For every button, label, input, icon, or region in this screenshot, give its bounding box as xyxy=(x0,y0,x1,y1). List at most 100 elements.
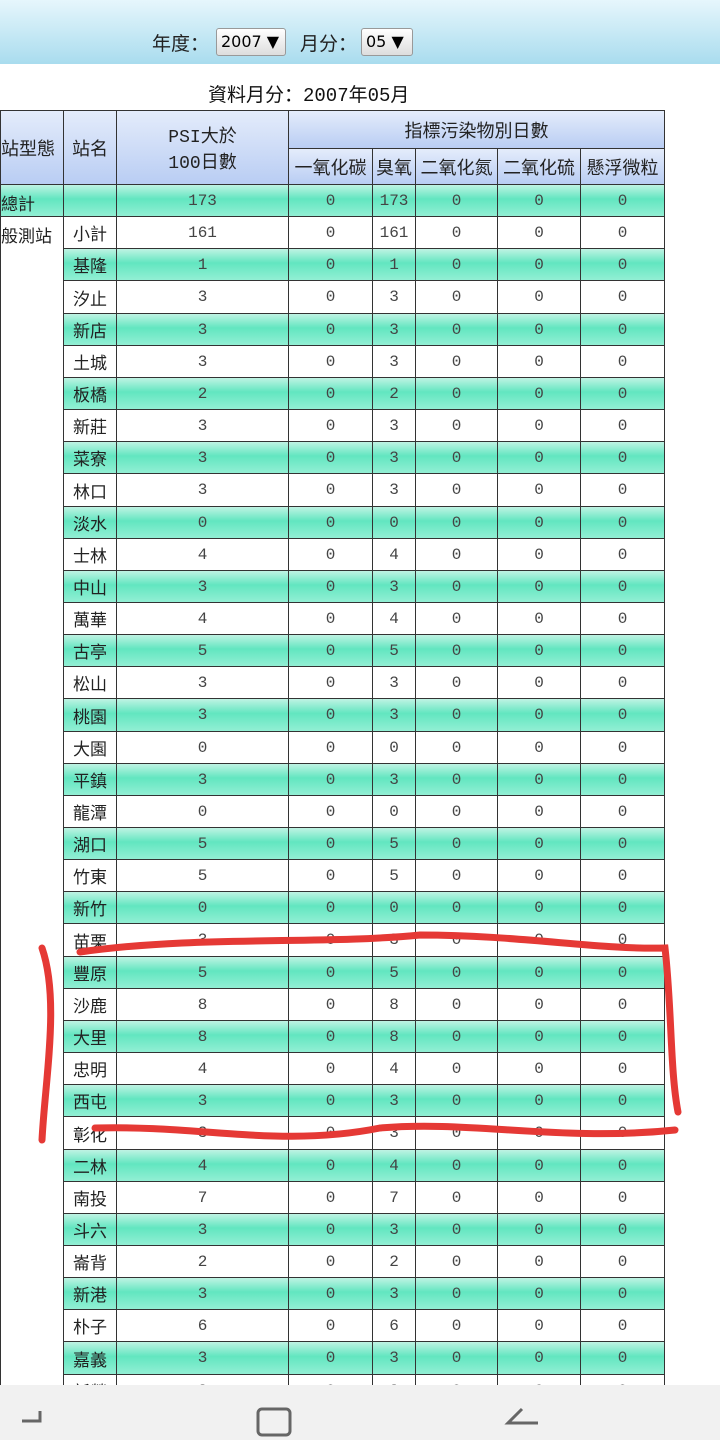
psi-days: 3 xyxy=(116,570,289,603)
pollutant-days: 0 xyxy=(497,216,581,249)
psi-days: 3 xyxy=(116,1277,289,1310)
year-label: 年度： xyxy=(152,33,210,55)
pollutant-days: 0 xyxy=(288,345,373,378)
pollutant-days: 3 xyxy=(372,409,416,442)
pollutant-days: 0 xyxy=(288,1245,373,1278)
psi-days: 2 xyxy=(116,377,289,410)
column-header: 一氧化碳 xyxy=(288,148,373,185)
pollutant-days: 0 xyxy=(288,506,373,539)
pollutant-days: 0 xyxy=(415,634,498,667)
pollutant-days: 0 xyxy=(415,698,498,732)
pollutant-days: 161 xyxy=(372,216,416,249)
pollutant-days: 0 xyxy=(372,506,416,539)
pollutant-days: 0 xyxy=(580,473,665,507)
year-select[interactable]: 2007 ▼ xyxy=(216,28,286,56)
pollutant-days: 0 xyxy=(415,1341,498,1375)
column-header: 二氧化硫 xyxy=(497,148,581,185)
month-select[interactable]: 05 ▼ xyxy=(361,28,413,56)
station-name: 豐原 xyxy=(63,956,117,989)
pollutant-days: 0 xyxy=(580,1309,665,1342)
station-name: 新竹 xyxy=(63,891,117,924)
station-name: 朴子 xyxy=(63,1309,117,1342)
pollutant-days: 0 xyxy=(580,538,665,571)
pollutant-days: 0 xyxy=(580,280,665,314)
pollutant-days: 0 xyxy=(580,827,665,860)
caption: 資料月分：2007年05月 xyxy=(208,85,410,107)
psi-days: 3 xyxy=(116,698,289,732)
pollutant-days: 0 xyxy=(415,345,498,378)
pollutant-days: 0 xyxy=(497,538,581,571)
pollutant-days: 0 xyxy=(415,602,498,635)
pollutant-days: 0 xyxy=(288,827,373,860)
pollutant-days: 0 xyxy=(580,666,665,699)
pollutant-days: 0 xyxy=(497,1052,581,1085)
nav-icons xyxy=(22,1407,538,1437)
pollutant-days: 0 xyxy=(288,1181,373,1214)
pollutant-days: 0 xyxy=(580,795,665,828)
psi-days: 3 xyxy=(116,345,289,378)
pollutant-days: 0 xyxy=(415,859,498,892)
pollutant-days: 0 xyxy=(288,698,373,732)
pollutant-days: 0 xyxy=(415,1181,498,1214)
station-name: 湖口 xyxy=(63,827,117,860)
pollutant-days: 0 xyxy=(580,441,665,474)
station-name: 嘉義 xyxy=(63,1341,117,1375)
station-name: 崙背 xyxy=(63,1245,117,1278)
pollutant-days: 0 xyxy=(580,956,665,989)
pollutant-days: 0 xyxy=(580,1020,665,1053)
psi-days: 7 xyxy=(116,1181,289,1214)
pollutant-days: 0 xyxy=(415,1020,498,1053)
psi-days: 5 xyxy=(116,634,289,667)
pollutant-days: 0 xyxy=(288,763,373,796)
column-header-line: PSI大於 xyxy=(168,127,237,148)
home-button[interactable] xyxy=(256,1407,292,1437)
recent-button[interactable] xyxy=(22,1411,42,1423)
station-name: 菜寮 xyxy=(63,441,117,474)
pollutant-days: 0 xyxy=(580,859,665,892)
pollutant-days: 0 xyxy=(497,1309,581,1342)
psi-days: 3 xyxy=(116,473,289,507)
pollutant-days: 0 xyxy=(288,731,373,764)
pollutant-days: 0 xyxy=(288,1084,373,1117)
pollutant-days: 0 xyxy=(497,313,581,346)
pollutant-days: 0 xyxy=(497,1277,581,1310)
pollutant-days: 0 xyxy=(415,570,498,603)
pollutant-days: 0 xyxy=(580,409,665,442)
nav-bar xyxy=(0,1385,720,1440)
pollutant-days: 173 xyxy=(372,184,416,217)
pollutant-days: 3 xyxy=(372,698,416,732)
pollutant-days: 5 xyxy=(372,956,416,989)
pollutant-days: 0 xyxy=(580,570,665,603)
station-name: 斗六 xyxy=(63,1213,117,1246)
pollutant-days: 0 xyxy=(288,988,373,1021)
pollutant-days: 0 xyxy=(497,1181,581,1214)
pollutant-days: 0 xyxy=(580,634,665,667)
pollutant-days: 0 xyxy=(580,763,665,796)
pollutant-days: 0 xyxy=(288,473,373,507)
pollutant-days: 0 xyxy=(415,666,498,699)
station-name: 松山 xyxy=(63,666,117,699)
annotation-layer xyxy=(38,931,682,1144)
pollutant-days: 4 xyxy=(372,538,416,571)
pollutant-days: 0 xyxy=(580,1149,665,1182)
pollutant-days: 0 xyxy=(497,731,581,764)
pollutant-days: 0 xyxy=(415,441,498,474)
pollutant-days: 0 xyxy=(415,1052,498,1085)
month-label: 月分： xyxy=(300,33,358,55)
pollutant-days: 0 xyxy=(288,313,373,346)
station-name: 桃園 xyxy=(63,698,117,732)
station-name: 大里 xyxy=(63,1020,117,1053)
back-button[interactable] xyxy=(504,1407,538,1425)
station-name: 淡水 xyxy=(63,506,117,539)
pollutant-days: 0 xyxy=(415,731,498,764)
pollutant-days: 0 xyxy=(288,570,373,603)
pollutant-days: 0 xyxy=(580,1052,665,1085)
pollutant-days: 0 xyxy=(288,666,373,699)
pollutant-days: 5 xyxy=(372,859,416,892)
station-name: 小計 xyxy=(63,216,117,249)
psi-days: 5 xyxy=(116,827,289,860)
pollutant-days: 0 xyxy=(580,1084,665,1117)
psi-days: 4 xyxy=(116,538,289,571)
pollutant-days: 3 xyxy=(372,1213,416,1246)
